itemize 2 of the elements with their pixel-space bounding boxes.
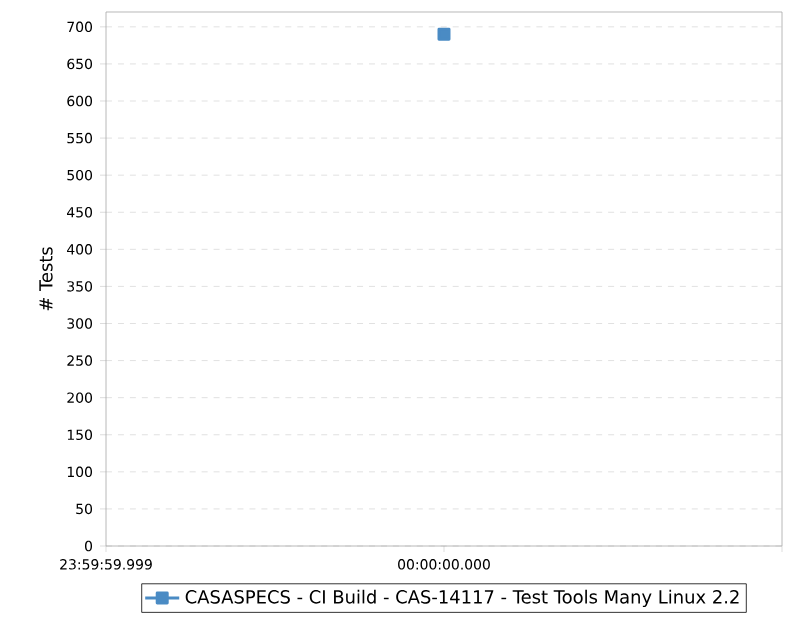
legend-label: CASASPECS - CI Build - CAS-14117 - Test Tools Many Linux 2.2 [185,589,739,608]
y-axis-title: # Tests [39,247,53,311]
